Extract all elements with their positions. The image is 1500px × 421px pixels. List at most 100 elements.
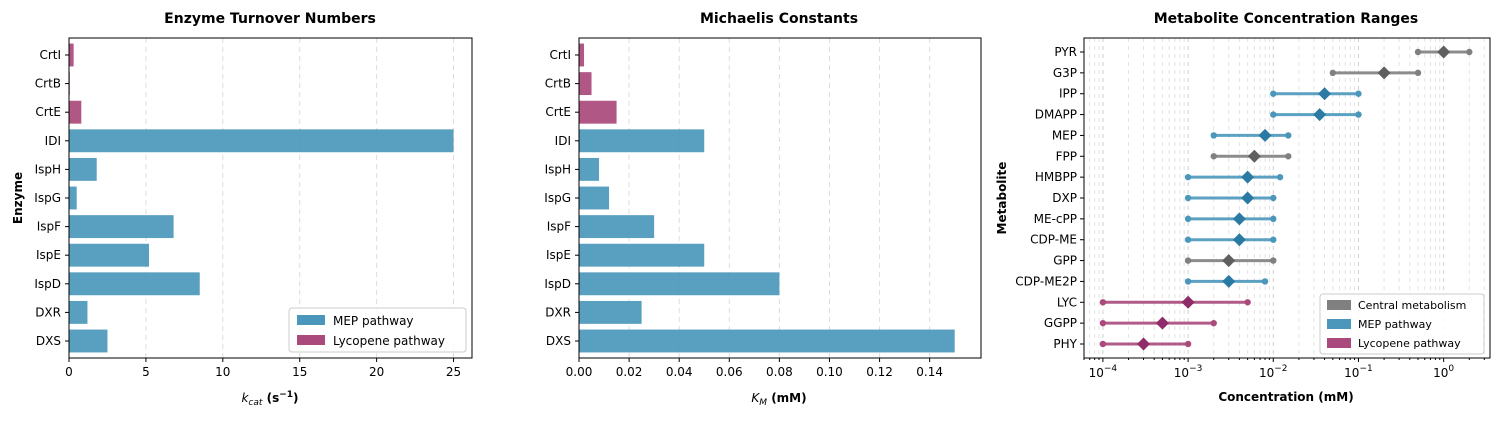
legend-swatch-mep: [297, 315, 325, 325]
range-min-ipp: [1270, 90, 1277, 97]
typical-marker-cdp-me: [1232, 233, 1246, 247]
range-min-g3p: [1329, 69, 1337, 77]
bar-isph: [579, 157, 600, 181]
legend-swatch-mep: [1327, 319, 1351, 329]
bar-crtb: [579, 72, 592, 96]
bar-crte: [579, 100, 617, 124]
y-tick-label: IspH: [35, 162, 61, 176]
bar-ispd: [579, 272, 780, 296]
y-tick-label: GGPP: [1044, 316, 1077, 330]
range-max-dmapp: [1355, 111, 1362, 118]
x-tick-label: 15: [292, 365, 307, 379]
x-tick-label: 0.08: [766, 365, 793, 379]
range-max-gpp: [1270, 257, 1277, 264]
x-tick-label: 0.06: [716, 365, 743, 379]
x-tick-label: 0.14: [916, 365, 943, 379]
bar-crti: [579, 43, 585, 67]
bar-ispg: [69, 186, 77, 210]
typical-marker-mep: [1258, 128, 1272, 142]
bar-dxr: [579, 300, 642, 324]
range-max-phy: [1184, 340, 1192, 348]
y-tick-label: HMBPP: [1035, 170, 1077, 184]
legend-label-lycopene: Lycopene pathway: [333, 334, 445, 348]
range-min-hmbpp: [1184, 173, 1192, 181]
x-tick-label: 10−2: [1259, 364, 1288, 380]
range-min-ggpp: [1099, 319, 1107, 327]
y-tick-label: IspE: [546, 248, 571, 262]
range-max-cdp-me2p: [1261, 278, 1269, 285]
x-tick-label: 10−3: [1174, 364, 1203, 380]
y-tick-label: DXR: [35, 305, 61, 319]
range-max-me-cpp: [1270, 215, 1277, 223]
x-tick-label: 0.00: [566, 365, 593, 379]
legend: Central metabolism MEP pathway Lycopene …: [1319, 293, 1485, 355]
y-tick-label: CDP-ME: [1030, 233, 1077, 247]
bar-crti: [69, 43, 74, 67]
y-axis-label: Metabolite: [995, 162, 1009, 235]
y-tick-label: IspD: [34, 277, 61, 291]
y-tick-label: CrtI: [39, 48, 61, 62]
range-min-dmapp: [1270, 111, 1277, 118]
y-tick-label: CrtI: [549, 48, 571, 62]
y-tick-label: CrtE: [545, 105, 571, 119]
range-min-cdp-me: [1184, 236, 1192, 243]
bar-isph: [69, 157, 97, 181]
bar-ispe: [69, 243, 149, 267]
x-tick-label: 25: [446, 365, 461, 379]
y-tick-label: IspF: [37, 220, 61, 234]
typical-marker-g3p: [1377, 66, 1391, 80]
chart-metabolite-ranges: Metabolite Concentration Ranges PHY GGPP L…: [995, 11, 1491, 404]
range-max-ggpp: [1210, 319, 1217, 327]
range-min-mep: [1210, 132, 1217, 139]
typical-marker-me-cpp: [1232, 212, 1246, 226]
x-tick-label: 0.04: [666, 365, 693, 379]
legend-label-mep: MEP pathway: [333, 314, 414, 328]
x-axis-label: kcat (s−1): [241, 390, 298, 408]
y-axis-label: Enzyme: [11, 172, 25, 224]
y-tick-label: IspE: [36, 248, 61, 262]
x-tick-label: 100: [1433, 364, 1454, 380]
typical-marker-lyc: [1181, 295, 1195, 309]
range-min-dxp: [1184, 194, 1192, 202]
bar-dxr: [69, 300, 88, 324]
bar-crte: [69, 100, 82, 124]
typical-marker-ggpp: [1155, 316, 1169, 330]
legend-label-lycopene: Lycopene pathway: [1358, 337, 1461, 350]
range-min-pyr: [1414, 48, 1422, 56]
chart-michaelis-constants: Michaelis Constants DXS DXR IspD IspE IspF Is…: [544, 11, 982, 408]
range-min-cdp-me2p: [1184, 278, 1192, 285]
bar-ispe: [579, 243, 705, 267]
legend-label-mep: MEP pathway: [1358, 318, 1432, 331]
typical-marker-pyr: [1437, 45, 1451, 59]
chart-enzyme-turnover: Enzyme Turnover Numbers DXS DXR IspD IspE Is…: [11, 11, 473, 408]
typical-marker-fpp: [1247, 149, 1261, 163]
range-min-phy: [1099, 340, 1107, 348]
x-tick-label: 0.12: [866, 365, 893, 379]
x-tick-label: 10−4: [1089, 364, 1118, 380]
range-min-me-cpp: [1184, 215, 1192, 223]
range-max-g3p: [1414, 69, 1422, 77]
y-tick-label: ME-cPP: [1034, 212, 1077, 226]
range-max-mep: [1285, 132, 1292, 139]
y-tick-label: IDI: [45, 134, 61, 148]
x-tick-label: 20: [369, 365, 384, 379]
bar-idi: [69, 129, 454, 153]
y-tick-label: CrtE: [35, 105, 61, 119]
x-tick-label: 10: [215, 365, 230, 379]
y-tick-label: PYR: [1054, 45, 1077, 59]
range-max-ipp: [1355, 90, 1362, 97]
range-min-fpp: [1210, 153, 1217, 160]
y-tick-label: IspG: [544, 191, 571, 205]
bar-ispf: [579, 215, 655, 239]
typical-marker-dmapp: [1313, 108, 1327, 122]
range-max-hmbpp: [1276, 173, 1284, 181]
typical-marker-phy: [1137, 337, 1151, 351]
typical-marker-hmbpp: [1241, 170, 1255, 184]
chart-title: Enzyme Turnover Numbers: [164, 11, 376, 27]
typical-marker-dxp: [1241, 191, 1255, 205]
y-tick-label: DXS: [36, 334, 61, 348]
legend-swatch-central: [1327, 300, 1351, 310]
range-max-pyr: [1466, 48, 1473, 56]
bar-dxs: [69, 329, 108, 353]
y-tick-label: CrtB: [545, 77, 571, 91]
